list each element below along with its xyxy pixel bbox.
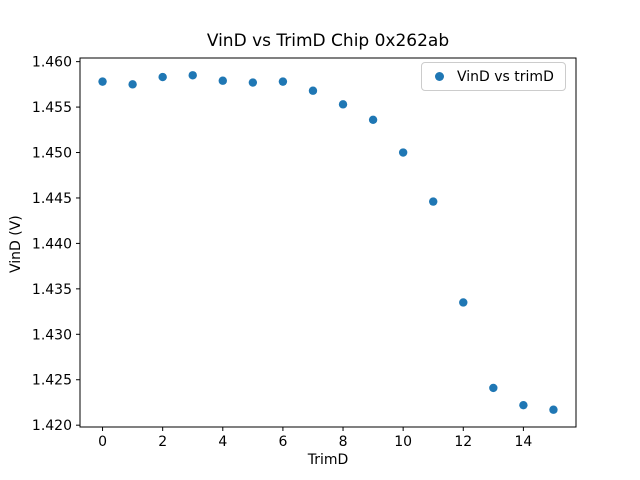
data-point	[308, 86, 318, 95]
y-tick-label: 1.450	[32, 146, 72, 162]
y-tick-label: 1.430	[32, 327, 72, 343]
data-point	[218, 76, 227, 85]
legend-marker-icon	[435, 72, 444, 81]
y-axis-label: VinD (V)	[8, 215, 24, 273]
data-point	[519, 400, 528, 410]
data-point	[338, 100, 348, 109]
axes-frame	[79, 57, 577, 428]
y-tick-label: 1.460	[32, 55, 72, 71]
x-tick-label: 6	[278, 434, 287, 450]
y-tick-label: 1.425	[32, 373, 72, 389]
data-point	[459, 298, 468, 307]
data-point	[429, 197, 438, 206]
y-tick-label: 1.445	[32, 191, 72, 207]
x-tick-label: 14	[514, 434, 532, 450]
y-tick-label: 1.440	[32, 236, 72, 252]
data-point	[489, 383, 498, 393]
data-point	[188, 71, 197, 80]
data-point	[128, 80, 137, 89]
x-axis-label: TrimD	[307, 452, 349, 468]
x-tick-label: 10	[394, 434, 412, 450]
legend: VinD vs trimD	[421, 62, 566, 91]
y-tick-label: 1.435	[32, 282, 72, 298]
chart-title: VinD vs TrimD Chip 0x262ab	[206, 31, 450, 51]
x-tick-label: 4	[218, 434, 227, 450]
x-tick-label: 0	[98, 434, 107, 450]
y-tick-label: 1.455	[32, 100, 72, 116]
legend-label: VinD vs trimD	[457, 68, 554, 85]
data-point	[158, 72, 167, 82]
x-tick-label: 2	[158, 434, 167, 450]
x-tick-label: 8	[339, 434, 348, 450]
data-point	[398, 148, 408, 157]
data-point	[98, 77, 107, 86]
data-point	[248, 78, 258, 87]
data-point	[278, 77, 288, 86]
x-tick-label: 12	[454, 434, 472, 450]
y-tick-label: 1.420	[32, 418, 72, 434]
data-point	[549, 405, 558, 414]
data-point	[368, 115, 378, 125]
